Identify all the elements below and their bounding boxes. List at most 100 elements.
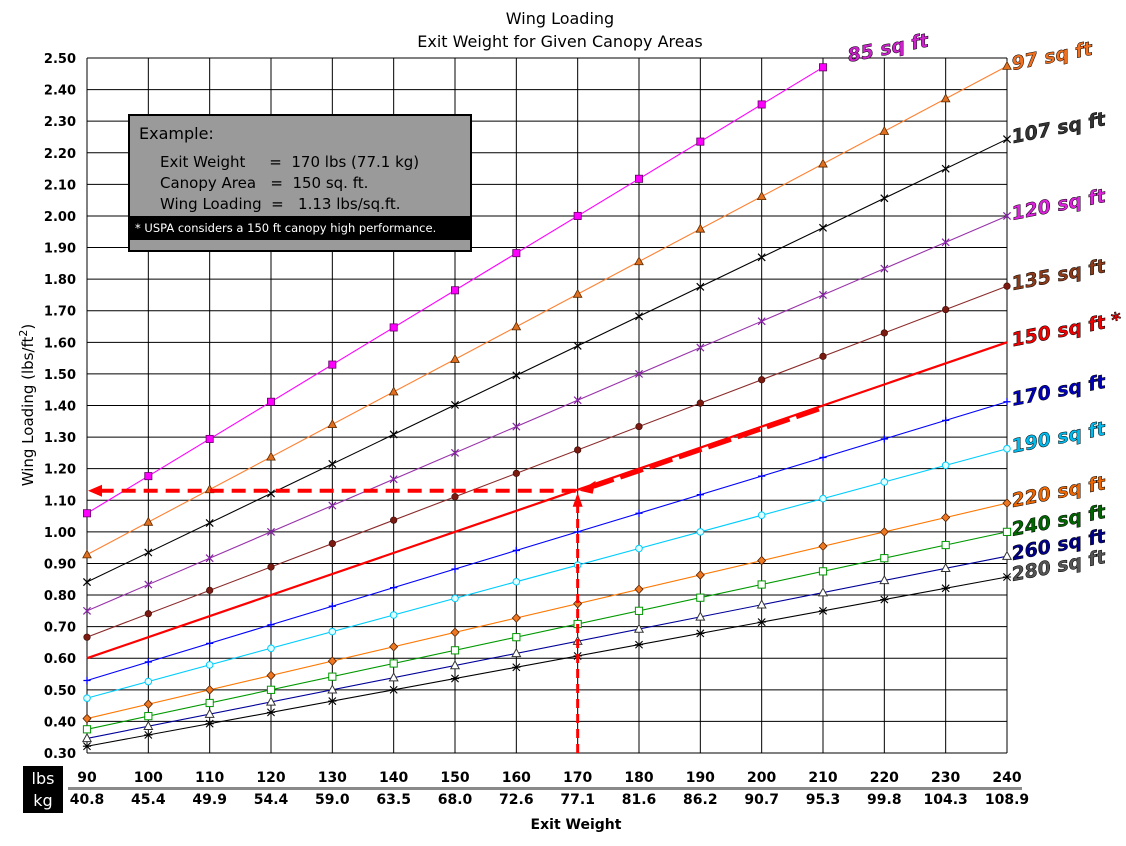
arrowhead-left-diag [579, 480, 596, 494]
series-line [86, 215, 1008, 612]
series-line [86, 65, 1008, 556]
chart-title: Wing Loading [506, 9, 614, 28]
marker [756, 191, 767, 201]
marker [266, 451, 276, 461]
marker [756, 599, 767, 609]
marker [573, 341, 582, 350]
y-tick-label: 1.60 [44, 336, 76, 351]
marker [512, 249, 521, 258]
marker [83, 694, 91, 702]
marker [451, 565, 459, 573]
x-tick-label-kg: 90.7 [744, 792, 779, 808]
series-line [86, 555, 1008, 739]
marker [144, 730, 153, 739]
marker [82, 725, 92, 734]
y-tick-label: 2.30 [44, 115, 76, 130]
marker [941, 461, 950, 470]
marker [266, 685, 276, 694]
chart-subtitle: Exit Weight for Given Canopy Areas [417, 32, 702, 51]
x-tick-label-lbs: 210 [808, 770, 837, 786]
marker [1002, 135, 1012, 144]
y-tick-label: 0.40 [44, 715, 76, 730]
x-tick-label-lbs: 140 [379, 770, 408, 786]
example-arrows [88, 407, 820, 753]
marker [695, 223, 706, 233]
marker [511, 647, 522, 658]
y-tick-label: 0.80 [44, 589, 76, 604]
marker [819, 494, 827, 503]
series-label: 135 sq ft [1010, 255, 1108, 295]
marker [880, 554, 889, 563]
marker [758, 376, 766, 384]
marker [1002, 211, 1012, 220]
marker [880, 595, 889, 604]
marker [818, 223, 828, 232]
marker [634, 369, 644, 378]
marker [451, 594, 459, 603]
x-tick-label-lbs: 160 [502, 770, 531, 786]
marker [573, 396, 582, 405]
marker [634, 640, 644, 649]
marker [327, 656, 337, 666]
marker [327, 419, 338, 428]
y-tick-label: 2.50 [44, 52, 76, 67]
example-box: Example: Exit Weight = 170 lbs (77.1 kg)… [128, 114, 472, 252]
x-tick-label-kg: 49.9 [192, 792, 227, 808]
marker [388, 386, 399, 396]
marker [573, 211, 582, 220]
x-tick-label-lbs: 90 [77, 770, 97, 786]
series-line [86, 448, 1008, 699]
marker [205, 698, 214, 708]
example-exit-weight: Exit Weight = 170 lbs (77.1 kg) [160, 153, 420, 171]
marker [144, 658, 152, 666]
marker [205, 554, 214, 563]
marker [83, 509, 92, 518]
marker [512, 546, 520, 555]
marker [450, 674, 460, 683]
marker [1002, 573, 1012, 581]
x-tick-label-lbs: 120 [256, 770, 285, 786]
marker [941, 238, 950, 247]
marker [449, 659, 461, 670]
marker [696, 343, 705, 352]
marker [941, 584, 950, 593]
series-line [86, 341, 1008, 660]
x-tick-label-kg: 108.9 [985, 792, 1029, 808]
unit-lbs-bg [23, 766, 63, 790]
y-tick-label: 2.00 [44, 210, 76, 225]
marker [389, 641, 399, 652]
marker [880, 435, 888, 443]
marker [328, 602, 336, 610]
marker [143, 720, 154, 730]
marker [758, 472, 766, 480]
marker [81, 732, 93, 743]
marker [880, 194, 889, 203]
marker [205, 518, 214, 528]
y-tick-label: 0.90 [44, 557, 76, 572]
marker [635, 174, 644, 183]
marker [82, 606, 92, 615]
marker [451, 493, 459, 501]
marker [634, 256, 644, 266]
marker [879, 527, 889, 537]
y-tick-label: 1.80 [44, 273, 76, 288]
series-line [86, 401, 1008, 682]
marker [512, 577, 521, 586]
marker [942, 416, 950, 424]
marker [574, 446, 582, 454]
series-line [86, 531, 1008, 730]
series-label: 150 sq ft * [1010, 308, 1124, 351]
y-tick-label: 1.50 [44, 368, 76, 383]
marker [328, 627, 337, 636]
marker [82, 549, 92, 559]
y-tick-label: 2.20 [44, 147, 76, 162]
series-line [86, 502, 1008, 720]
series-label: 97 sq ft [1010, 38, 1096, 75]
marker [879, 125, 890, 135]
series-markers [81, 60, 1013, 751]
marker [818, 290, 828, 299]
marker [757, 618, 766, 627]
marker [696, 399, 704, 407]
y-tick-label: 0.30 [44, 747, 76, 762]
marker [205, 719, 214, 728]
